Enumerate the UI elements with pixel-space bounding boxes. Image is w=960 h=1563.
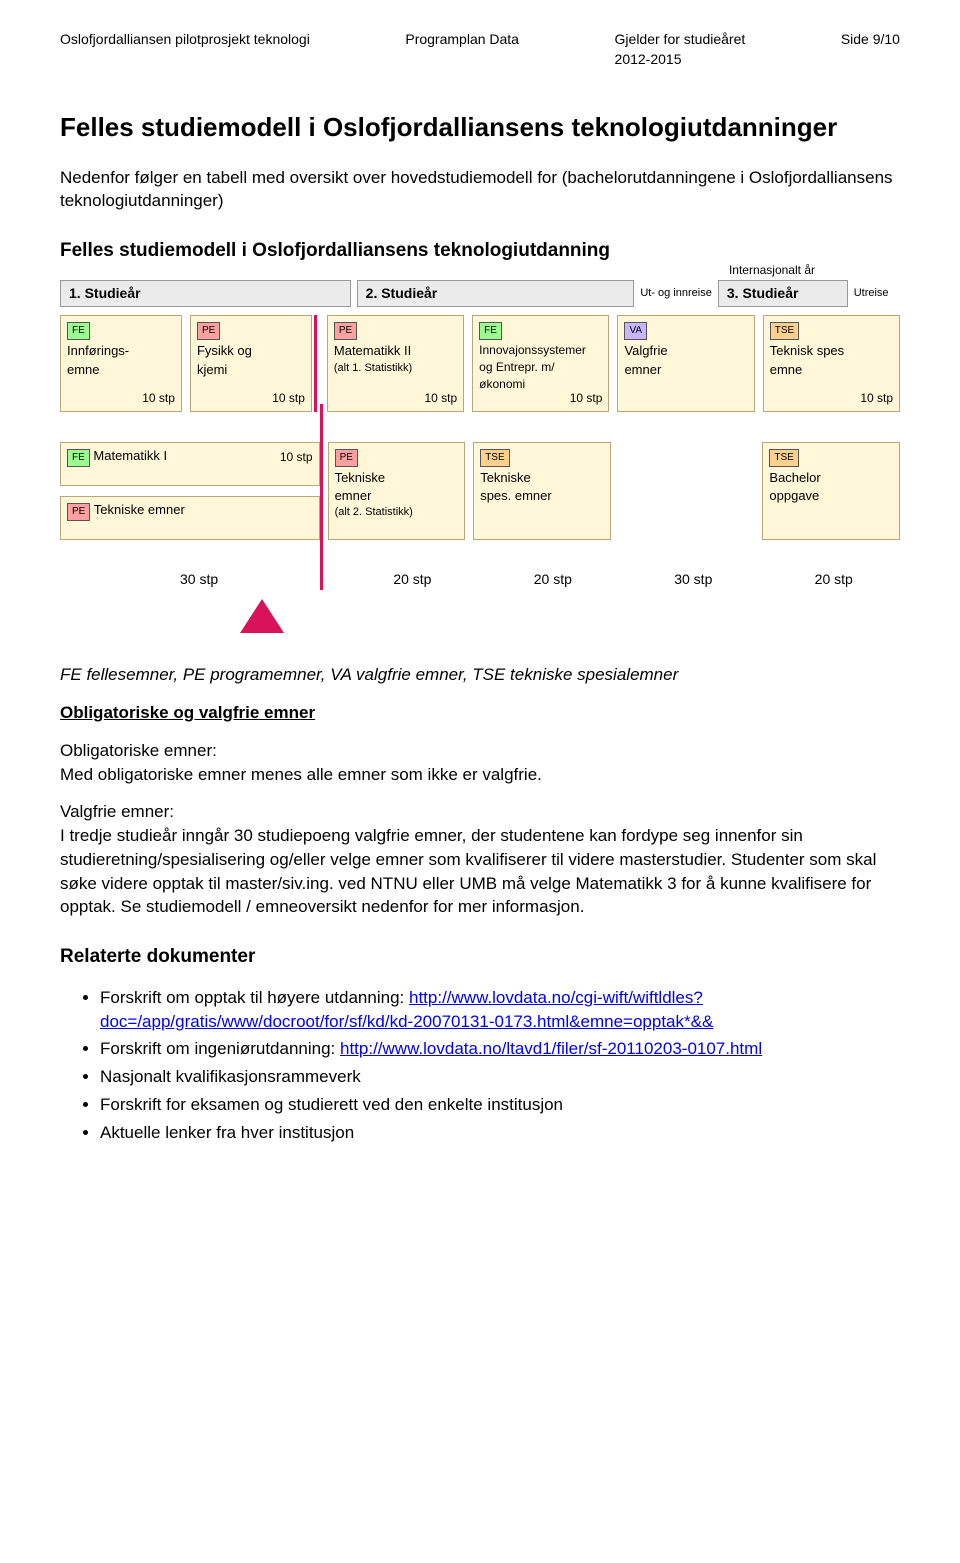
year-1-header: 1. Studieår (60, 280, 351, 308)
pe-tag: PE (67, 503, 90, 521)
fe-tag: FE (67, 322, 90, 340)
course-title: Bachelor oppgave (769, 469, 893, 505)
va-tag: VA (624, 322, 647, 340)
year-3-header: 3. Studieår (718, 280, 848, 308)
course-tekniske-spes-emner: TSE Tekniske spes. emner (473, 442, 611, 540)
pe-tag: PE (335, 449, 358, 467)
course-row-2: FE Matematikk I 10 stp PE Tekniske emner… (60, 442, 900, 540)
course-subtitle: (alt 2. Statistikk) (335, 505, 459, 520)
elective-subheading: Valgfrie emner: (60, 800, 900, 824)
stp-col: 20 stp (768, 570, 900, 590)
course-title: Matematikk I (93, 448, 167, 463)
course-fysikk: PE Fysikk og kjemi 10 stp (190, 315, 312, 411)
international-label: Internasjonalt år (729, 262, 815, 279)
course-row-1: FE Innførings- emne 10 stp PE Fysikk og … (60, 315, 900, 411)
course-title: Innovajonssystemer og Entrepr. m/ økonom… (479, 342, 602, 392)
course-title: Innførings- emne (67, 342, 175, 378)
list-item: Forskrift for eksamen og studierett ved … (100, 1093, 900, 1117)
year-2-header: 2. Studieår (357, 280, 635, 308)
course-tekniske-emner: PE Tekniske emner (60, 496, 320, 540)
course-stp: 10 stp (142, 390, 175, 407)
course-title: Tekniske emner (335, 469, 459, 505)
header-right2: Side 9/10 (841, 30, 900, 69)
intro-paragraph: Nedenfor følger en tabell med oversikt o… (60, 166, 900, 214)
empty-slot (619, 442, 755, 540)
fe-tag: FE (67, 449, 90, 467)
section-title: Felles studiemodell i Oslofjordalliansen… (60, 238, 900, 265)
year-3-left-label: Ut- og innreise (640, 286, 712, 301)
page-header: Oslofjordalliansen pilotprosjekt teknolo… (60, 30, 900, 69)
link-label: Forskrift om opptak til høyere utdanning… (100, 988, 409, 1007)
page-title: Felles studiemodell i Oslofjordalliansen… (60, 109, 900, 145)
course-stp: 10 stp (272, 390, 305, 407)
marker-triangle-icon (240, 599, 284, 633)
course-innovasjon: FE Innovajonssystemer og Entrepr. m/ øko… (472, 315, 609, 411)
link-label: Forskrift om ingeniørutdanning: (100, 1039, 340, 1058)
course-matematikk-2: PE Matematikk II (alt 1. Statistikk) 10 … (327, 315, 464, 411)
course-title: Fysikk og kjemi (197, 342, 305, 378)
stp-summary-row: 30 stp 20 stp 20 stp 30 stp 20 stp (60, 570, 900, 590)
stp-col: 30 stp (60, 570, 338, 590)
course-bachelor-thesis: TSE Bachelor oppgave (762, 442, 900, 540)
related-docs-heading: Relaterte dokumenter (60, 944, 900, 971)
year-3-right-label: Utreise (854, 286, 889, 301)
course-tekniske-emner-2: PE Tekniske emner (alt 2. Statistikk) (328, 442, 466, 540)
course-title: Tekniske emner (94, 502, 185, 517)
course-stp: 10 stp (424, 390, 457, 407)
pe-tag: PE (334, 322, 357, 340)
list-item: Forskrift om ingeniørutdanning: http://w… (100, 1037, 900, 1061)
tse-tag: TSE (770, 322, 799, 340)
stp-col: 30 stp (627, 570, 759, 590)
obligatory-text: Med obligatoriske emner menes alle emner… (60, 763, 900, 787)
pe-tag: PE (197, 322, 220, 340)
header-mid: Programplan Data (405, 30, 519, 69)
year-3-header-row: Ut- og innreise 3. Studieår Utreise (640, 280, 900, 308)
legend-line: FE fellesemner, PE programemner, VA valg… (60, 663, 900, 687)
stp-col: 20 stp (346, 570, 478, 590)
course-innforing: FE Innførings- emne 10 stp (60, 315, 182, 411)
elective-text: I tredje studieår inngår 30 studiepoeng … (60, 824, 900, 919)
course-title: Valgfrie emner (624, 342, 747, 378)
list-item: Nasjonalt kvalifikasjonsrammeverk (100, 1065, 900, 1089)
header-left: Oslofjordalliansen pilotprosjekt teknolo… (60, 30, 310, 69)
year-divider (320, 404, 323, 590)
course-stp: 10 stp (280, 449, 313, 466)
stp-col: 20 stp (487, 570, 619, 590)
course-matematikk-1: FE Matematikk I 10 stp (60, 442, 320, 486)
year-headers: Internasjonalt år 1. Studieår 2. Studieå… (60, 280, 900, 308)
obligatory-subheading: Obligatoriske emner: (60, 739, 900, 763)
obligatory-heading: Obligatoriske og valgfrie emner (60, 701, 900, 725)
course-title: Teknisk spes emne (770, 342, 893, 378)
course-title: Tekniske spes. emner (480, 469, 604, 505)
link-ingenior[interactable]: http://www.lovdata.no/ltavd1/filer/sf-20… (340, 1039, 762, 1058)
tse-tag: TSE (480, 449, 509, 467)
fe-tag: FE (479, 322, 502, 340)
list-item: Forskrift om opptak til høyere utdanning… (100, 986, 900, 1034)
course-title: Matematikk II (334, 342, 457, 360)
study-model-figure: Internasjonalt år 1. Studieår 2. Studieå… (60, 280, 900, 589)
list-item: Aktuelle lenker fra hver institusjon (100, 1121, 900, 1145)
year-divider (314, 315, 317, 411)
course-valgfrie: VA Valgfrie emner (617, 315, 754, 411)
related-docs-list: Forskrift om opptak til høyere utdanning… (100, 986, 900, 1145)
course-subtitle: (alt 1. Statistikk) (334, 361, 457, 376)
course-teknisk-spes: TSE Teknisk spes emne 10 stp (763, 315, 900, 411)
course-stp: 10 stp (860, 390, 893, 407)
header-right1: Gjelder for studieåret 2012-2015 (615, 30, 746, 69)
course-stp: 10 stp (570, 390, 603, 407)
tse-tag: TSE (769, 449, 798, 467)
